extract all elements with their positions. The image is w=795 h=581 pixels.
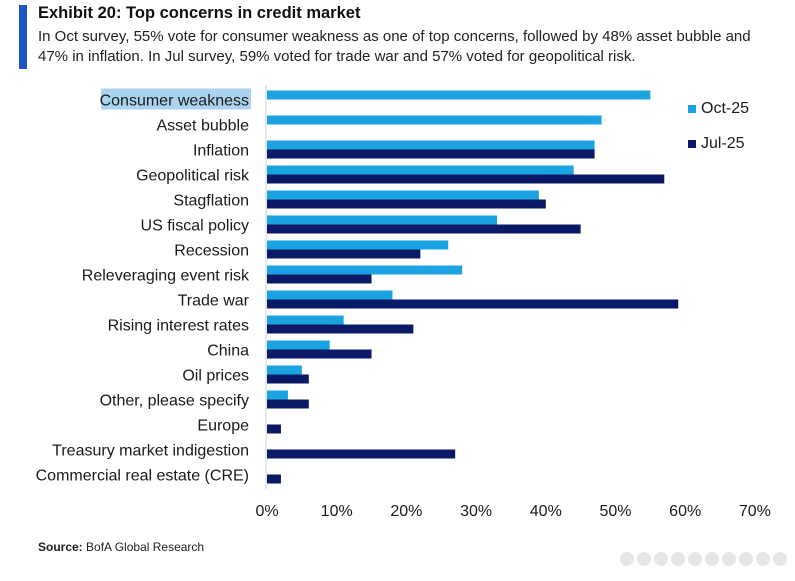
watermark-dot [722, 552, 736, 566]
bar-oct-25 [267, 165, 574, 175]
legend-label-jul-25: Jul-25 [701, 135, 745, 152]
watermark-dot [637, 552, 651, 566]
bar-oct-25 [267, 340, 330, 350]
watermark-logo [620, 546, 790, 572]
bar-jul-25 [267, 324, 414, 334]
bar-chart: Consumer weakness Asset bubble Inflation Ge… [36, 85, 771, 520]
bar-jul-25 [267, 299, 679, 309]
bar-oct-25 [267, 290, 393, 300]
x-tick-label: 70% [739, 503, 771, 520]
category-label: Europe [197, 418, 249, 435]
bar-oct-25 [267, 365, 302, 375]
category-label: Rising interest rates [108, 318, 249, 335]
x-tick-label: 30% [460, 503, 492, 520]
source-note: Source: BofA Global Research [38, 540, 204, 554]
bar-jul-25 [267, 424, 281, 434]
watermark-dot [671, 552, 685, 566]
x-tick-label: 20% [390, 503, 422, 520]
bar-jul-25 [267, 224, 581, 234]
x-tick-label: 0% [255, 503, 278, 520]
watermark-dot [654, 552, 668, 566]
bar-oct-25 [267, 265, 463, 275]
category-label: Trade war [178, 293, 250, 310]
bar-jul-25 [267, 449, 456, 459]
source-text: BofA Global Research [86, 540, 205, 554]
category-label: Oil prices [182, 368, 249, 385]
bar-jul-25 [267, 199, 546, 209]
category-label: Geopolitical risk [136, 168, 250, 185]
category-label: Inflation [193, 143, 249, 160]
bar-jul-25 [267, 249, 421, 259]
bar-oct-25 [267, 140, 595, 150]
bar-jul-25 [267, 174, 665, 184]
bar-oct-25 [267, 240, 449, 250]
legend-swatch-jul-25 [688, 140, 696, 148]
bar-oct-25 [267, 215, 498, 225]
bar-oct-25 [267, 115, 602, 125]
bar-oct-25 [267, 90, 651, 100]
bar-oct-25 [267, 390, 288, 400]
category-label: Stagflation [173, 193, 249, 210]
category-label: Commercial real estate (CRE) [36, 468, 249, 485]
category-label: China [207, 343, 249, 360]
chart-subtitle: In Oct survey, 55% vote for consumer wea… [38, 28, 751, 65]
category-label: Asset bubble [156, 118, 249, 135]
x-tick-label: 10% [321, 503, 353, 520]
x-tick-label: 40% [530, 503, 562, 520]
bar-jul-25 [267, 349, 372, 359]
category-label: Other, please specify [100, 393, 249, 410]
legend-swatch-oct-25 [688, 105, 696, 113]
watermark-dot [739, 552, 753, 566]
category-highlight [101, 88, 251, 110]
category-label: US fiscal policy [141, 218, 249, 235]
legend-label-oct-25: Oct-25 [701, 100, 749, 117]
bar-jul-25 [267, 374, 309, 384]
category-label: Treasury market indigestion [52, 443, 249, 460]
x-tick-label: 60% [669, 503, 701, 520]
category-label: Recession [174, 243, 249, 260]
bar-jul-25 [267, 274, 372, 284]
source-label: Source: [38, 540, 83, 554]
watermark-dot [756, 552, 770, 566]
title-accent-bar [19, 5, 27, 69]
x-tick-label: 50% [599, 503, 631, 520]
bar-jul-25 [267, 399, 309, 409]
watermark-dot [773, 552, 787, 566]
bar-oct-25 [267, 315, 344, 325]
bar-jul-25 [267, 474, 281, 484]
watermark-dot [620, 552, 634, 566]
bar-oct-25 [267, 190, 539, 200]
watermark-dot [705, 552, 719, 566]
category-label: Consumer weakness [100, 93, 249, 110]
bar-jul-25 [267, 149, 595, 159]
chart-title: Exhibit 20: Top concerns in credit marke… [38, 4, 361, 22]
watermark-dot [688, 552, 702, 566]
category-label: Releveraging event risk [82, 268, 250, 285]
